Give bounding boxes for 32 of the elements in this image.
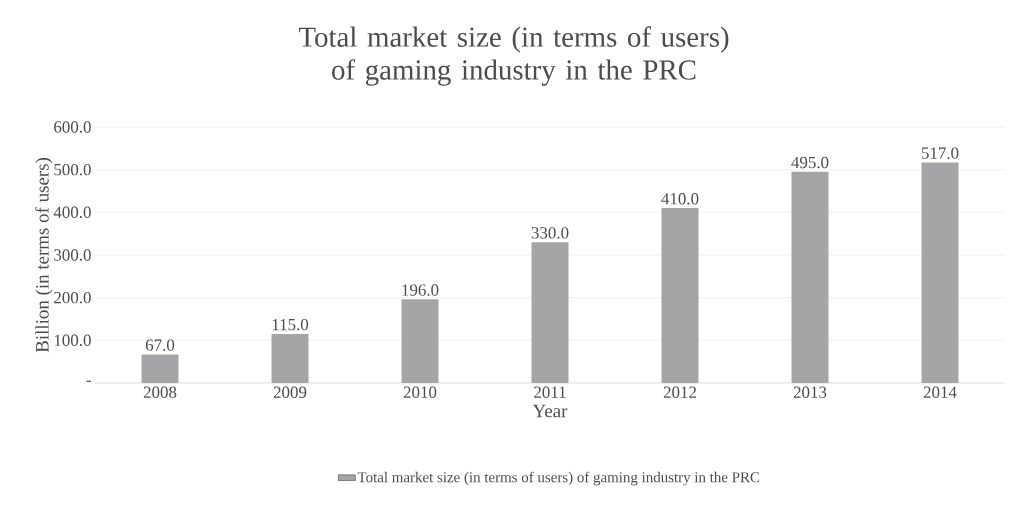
bar (401, 299, 439, 383)
x-tick-label: 2014 (923, 386, 957, 398)
bar (791, 171, 829, 383)
data-label: 115.0 (272, 318, 309, 331)
data-label: 517.0 (921, 147, 959, 159)
bar (921, 162, 959, 383)
chart-title: Total market size (in terms of users) of gaming industry in the PRC (298, 26, 729, 86)
y-axis-title: Billion (in terms of users) (35, 158, 53, 353)
x-tick-label: 2008 (143, 386, 177, 398)
data-label: 410.0 (661, 193, 699, 205)
legend-label: Total market size (in terms of users) of gaming industry in the PRC (357, 471, 760, 486)
y-tick-label: 300.0 (54, 249, 91, 261)
data-label: 495.0 (791, 156, 829, 169)
x-tick-label: 2010 (403, 386, 437, 398)
y-tick-label: 500.0 (54, 163, 91, 176)
x-axis-title: Year (532, 404, 568, 418)
bar (531, 242, 569, 383)
x-tick-label: 2012 (663, 386, 697, 398)
bar (141, 354, 179, 383)
x-tick-label: 2011 (534, 386, 566, 398)
y-tick-label: 100.0 (54, 334, 91, 347)
y-tick-label: 400.0 (53, 206, 91, 219)
y-tick-label: 600.0 (54, 121, 91, 133)
x-tick-label: 2009 (273, 386, 307, 398)
data-label: 330.0 (531, 227, 569, 239)
data-label: 67.0 (145, 339, 175, 351)
x-tick-label: 2013 (793, 386, 827, 398)
bar (271, 333, 309, 383)
y-tick-label: - (86, 380, 91, 382)
bar (661, 208, 699, 383)
data-label: 196.0 (402, 284, 439, 296)
y-tick-label: 200.0 (54, 291, 91, 304)
